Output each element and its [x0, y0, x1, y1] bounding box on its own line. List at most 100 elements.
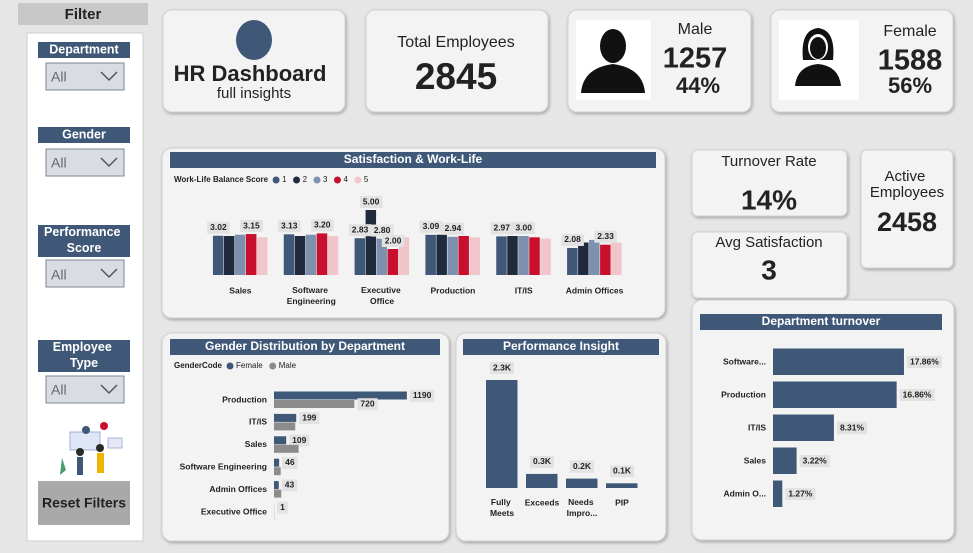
- slicer-dropdown[interactable]: All: [45, 148, 125, 177]
- dropdown-value[interactable]: All: [51, 382, 67, 398]
- data-label: 46: [285, 457, 295, 467]
- x-tick-label: Fully Meets: [490, 497, 514, 518]
- data-label: 720: [360, 399, 374, 409]
- x-tick-label: Executive Office: [361, 285, 403, 306]
- data-label: 16.86%: [903, 389, 932, 399]
- data-label-box: [441, 222, 465, 235]
- slicer-dropdown[interactable]: All: [45, 259, 125, 288]
- bar: [589, 239, 600, 275]
- data-label: 2.33: [597, 231, 614, 241]
- data-label-box: [530, 455, 554, 468]
- data-label: 2.97: [493, 223, 510, 233]
- slicer-label: Performance Score: [44, 225, 124, 255]
- data-label: 17.86%: [910, 356, 939, 366]
- legend-swatch: [313, 176, 321, 184]
- logo: [236, 20, 272, 60]
- bar: [496, 236, 507, 275]
- reset-button-box[interactable]: [38, 481, 130, 525]
- chevron[interactable]: [100, 71, 118, 82]
- chevron[interactable]: [100, 157, 118, 168]
- kpi-card: [365, 9, 549, 113]
- x-tick-label: Software Engineering: [287, 285, 336, 306]
- y-tick-label: Sales: [245, 439, 267, 449]
- kpi-value: 1257: [663, 43, 728, 75]
- dropdown-value[interactable]: All: [51, 69, 67, 85]
- legend-label: 2: [303, 175, 308, 184]
- dropdown-box[interactable]: [45, 62, 125, 91]
- bar: [376, 238, 388, 275]
- bar: [327, 236, 339, 275]
- illustration-person: [100, 422, 108, 430]
- y-tick-label: Production: [721, 389, 766, 399]
- data-label: 2.94: [445, 223, 462, 233]
- kpi-value: 1588: [878, 45, 943, 77]
- bar: [425, 234, 436, 275]
- bar: [773, 348, 904, 375]
- bar: [274, 489, 282, 498]
- data-label: 3.15: [243, 220, 260, 230]
- data-label-box: [357, 398, 378, 411]
- y-tick-label: IT/IS: [748, 422, 766, 432]
- kpi-share: 56%: [888, 73, 932, 98]
- data-label-box: [359, 196, 383, 208]
- data-label: 3.20: [314, 220, 331, 230]
- data-label: 0.2K: [573, 461, 592, 471]
- chart-title-bar: [700, 314, 942, 330]
- illustration-person: [82, 426, 90, 434]
- x-tick-label: Exceeds: [525, 497, 560, 507]
- bar: [398, 237, 410, 275]
- data-label-box: [289, 434, 310, 447]
- chevron[interactable]: [100, 268, 118, 279]
- x-tick-label: Needs Impro...: [567, 497, 598, 518]
- bar: [518, 236, 529, 275]
- kpi-label: Female: [883, 23, 936, 40]
- data-label-box: [490, 222, 514, 235]
- dropdown-box[interactable]: [45, 148, 125, 177]
- data-label: 1: [280, 502, 285, 512]
- dropdown-value[interactable]: All: [51, 267, 67, 283]
- male-icon: [600, 29, 626, 63]
- bar: [274, 436, 287, 445]
- illustration-plant: [60, 458, 66, 475]
- dropdown-value[interactable]: All: [51, 155, 67, 171]
- male-icon: [581, 64, 645, 93]
- legend-swatch: [226, 362, 234, 370]
- legend-label: 1: [282, 175, 287, 184]
- dropdown-box[interactable]: [45, 375, 125, 404]
- kpi-value: 14%: [741, 184, 797, 215]
- data-label: 3.02: [210, 222, 227, 232]
- kpi-label: Male: [678, 21, 713, 38]
- illustration-person: [76, 448, 84, 456]
- slicer-dropdown[interactable]: All: [45, 62, 125, 91]
- illustration: [36, 412, 132, 480]
- chart-title: Gender Distribution by Department: [205, 339, 405, 353]
- dashboard-subtitle: full insights: [217, 85, 291, 102]
- bar: [274, 422, 296, 431]
- data-label: 0.1K: [613, 466, 632, 476]
- chevron[interactable]: [100, 384, 118, 395]
- kpi-label: Avg Satisfaction: [715, 234, 822, 251]
- slicer-dropdown[interactable]: All: [45, 375, 125, 404]
- reset-button[interactable]: Reset Filters: [38, 481, 130, 525]
- female-icon: [810, 37, 826, 59]
- legend-label: Female: [236, 361, 263, 370]
- data-label-box: [561, 233, 584, 246]
- bar: [526, 473, 558, 488]
- reset-button-label[interactable]: Reset Filters: [42, 495, 126, 511]
- dropdown-box[interactable]: [45, 259, 125, 288]
- data-label: 8.31%: [840, 422, 865, 432]
- y-tick-label: Production: [222, 394, 267, 404]
- bar: [387, 249, 399, 275]
- data-label-box: [277, 501, 288, 514]
- data-label: 2.00: [385, 235, 402, 245]
- slicer-label-box: [38, 225, 130, 257]
- bar: [274, 458, 280, 467]
- data-label-box: [610, 465, 634, 478]
- bar: [274, 444, 299, 453]
- legend-label: 4: [343, 175, 348, 184]
- data-label-box: [512, 222, 536, 234]
- bar: [578, 242, 589, 275]
- illustration-board: [69, 431, 101, 451]
- kpi-share: 44%: [676, 73, 720, 98]
- data-label-box: [282, 456, 298, 469]
